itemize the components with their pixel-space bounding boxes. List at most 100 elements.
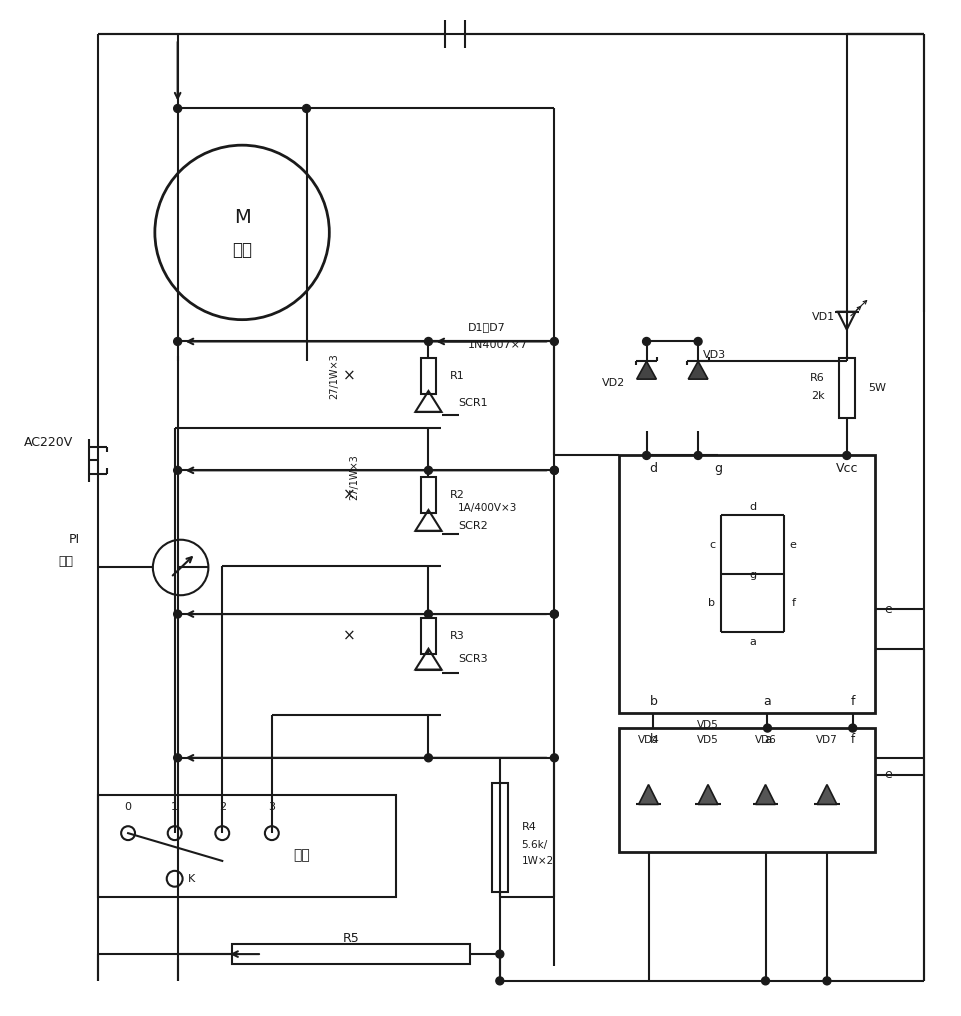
Bar bbox=[98, 796, 396, 896]
Text: ×: × bbox=[343, 628, 356, 643]
Text: 27/1W×3: 27/1W×3 bbox=[330, 354, 339, 399]
Circle shape bbox=[425, 610, 432, 618]
Circle shape bbox=[174, 610, 182, 618]
Text: VD2: VD2 bbox=[602, 378, 625, 388]
Text: e: e bbox=[884, 602, 893, 616]
Circle shape bbox=[694, 337, 702, 345]
Text: SCR1: SCR1 bbox=[458, 398, 488, 407]
Text: e: e bbox=[790, 539, 797, 550]
Circle shape bbox=[551, 337, 558, 345]
Circle shape bbox=[764, 724, 772, 733]
Bar bbox=[421, 618, 436, 653]
Text: 定时: 定时 bbox=[59, 555, 74, 568]
Text: VD4: VD4 bbox=[638, 735, 659, 745]
Text: g: g bbox=[749, 570, 756, 580]
Bar bbox=[839, 359, 854, 418]
Text: 1W×2: 1W×2 bbox=[522, 855, 554, 866]
Text: VD7: VD7 bbox=[816, 735, 838, 745]
Text: 0: 0 bbox=[125, 803, 132, 813]
Circle shape bbox=[823, 977, 831, 985]
Text: R5: R5 bbox=[343, 932, 359, 945]
Text: 3: 3 bbox=[268, 803, 275, 813]
Text: f: f bbox=[850, 734, 854, 747]
Text: a: a bbox=[764, 734, 771, 747]
Text: c: c bbox=[709, 539, 715, 550]
Polygon shape bbox=[688, 362, 708, 379]
Bar bbox=[619, 728, 875, 852]
Text: b: b bbox=[650, 734, 657, 747]
Text: 风速: 风速 bbox=[293, 848, 310, 862]
Text: R3: R3 bbox=[451, 631, 465, 641]
Text: VD5: VD5 bbox=[697, 720, 719, 731]
Text: AC220V: AC220V bbox=[24, 436, 73, 449]
Bar bbox=[421, 359, 436, 394]
Text: 1A/400V×3: 1A/400V×3 bbox=[458, 503, 518, 513]
Circle shape bbox=[551, 466, 558, 474]
Circle shape bbox=[425, 337, 432, 345]
Text: SCR3: SCR3 bbox=[458, 653, 488, 663]
Text: 2: 2 bbox=[219, 803, 226, 813]
Bar bbox=[233, 944, 470, 964]
Text: PI: PI bbox=[68, 533, 80, 547]
Text: d: d bbox=[749, 502, 756, 512]
Circle shape bbox=[694, 451, 702, 459]
Text: 1N4007×7: 1N4007×7 bbox=[468, 340, 529, 351]
Text: VD6: VD6 bbox=[754, 735, 776, 745]
Circle shape bbox=[496, 950, 504, 958]
Polygon shape bbox=[817, 784, 837, 805]
Text: e: e bbox=[884, 768, 893, 781]
Text: R4: R4 bbox=[522, 822, 536, 832]
Circle shape bbox=[303, 105, 310, 113]
Text: 1: 1 bbox=[171, 803, 178, 813]
Circle shape bbox=[551, 754, 558, 762]
Text: 5W: 5W bbox=[869, 383, 887, 393]
Circle shape bbox=[551, 610, 558, 618]
Circle shape bbox=[643, 451, 651, 459]
Text: R2: R2 bbox=[451, 490, 465, 500]
Text: f: f bbox=[791, 598, 796, 609]
Text: a: a bbox=[764, 695, 772, 708]
Text: b: b bbox=[650, 695, 657, 708]
Circle shape bbox=[174, 337, 182, 345]
Text: a: a bbox=[750, 637, 756, 647]
Text: R1: R1 bbox=[451, 371, 465, 381]
Text: M: M bbox=[234, 208, 251, 227]
Text: ×: × bbox=[343, 369, 356, 384]
Text: d: d bbox=[650, 462, 657, 474]
Text: 27/1W×3: 27/1W×3 bbox=[349, 454, 359, 500]
Text: 电机: 电机 bbox=[233, 241, 252, 259]
Text: SCR2: SCR2 bbox=[458, 521, 488, 530]
Circle shape bbox=[425, 754, 432, 762]
Circle shape bbox=[174, 105, 182, 113]
Text: g: g bbox=[714, 462, 722, 474]
Text: Vcc: Vcc bbox=[835, 462, 858, 474]
Text: ×: × bbox=[343, 488, 356, 503]
Circle shape bbox=[843, 451, 850, 459]
Polygon shape bbox=[639, 784, 658, 805]
Text: R6: R6 bbox=[810, 373, 825, 383]
Text: D1～D7: D1～D7 bbox=[468, 322, 505, 331]
Polygon shape bbox=[637, 362, 656, 379]
Text: VD1: VD1 bbox=[812, 312, 835, 322]
Bar bbox=[619, 455, 875, 713]
Text: f: f bbox=[850, 695, 855, 708]
Circle shape bbox=[551, 466, 558, 474]
Bar bbox=[421, 478, 436, 513]
Bar bbox=[492, 782, 507, 892]
Text: 5.6k/: 5.6k/ bbox=[522, 840, 548, 850]
Polygon shape bbox=[755, 784, 776, 805]
Text: K: K bbox=[187, 874, 195, 884]
Circle shape bbox=[643, 337, 651, 345]
Circle shape bbox=[174, 466, 182, 474]
Text: VD5: VD5 bbox=[697, 735, 719, 745]
Circle shape bbox=[174, 754, 182, 762]
Circle shape bbox=[496, 977, 504, 985]
Circle shape bbox=[761, 977, 770, 985]
Polygon shape bbox=[698, 784, 718, 805]
Text: b: b bbox=[708, 598, 716, 609]
Text: VD3: VD3 bbox=[703, 351, 727, 361]
Circle shape bbox=[551, 610, 558, 618]
Circle shape bbox=[425, 466, 432, 474]
Circle shape bbox=[849, 724, 856, 733]
Text: 2k: 2k bbox=[811, 391, 825, 401]
